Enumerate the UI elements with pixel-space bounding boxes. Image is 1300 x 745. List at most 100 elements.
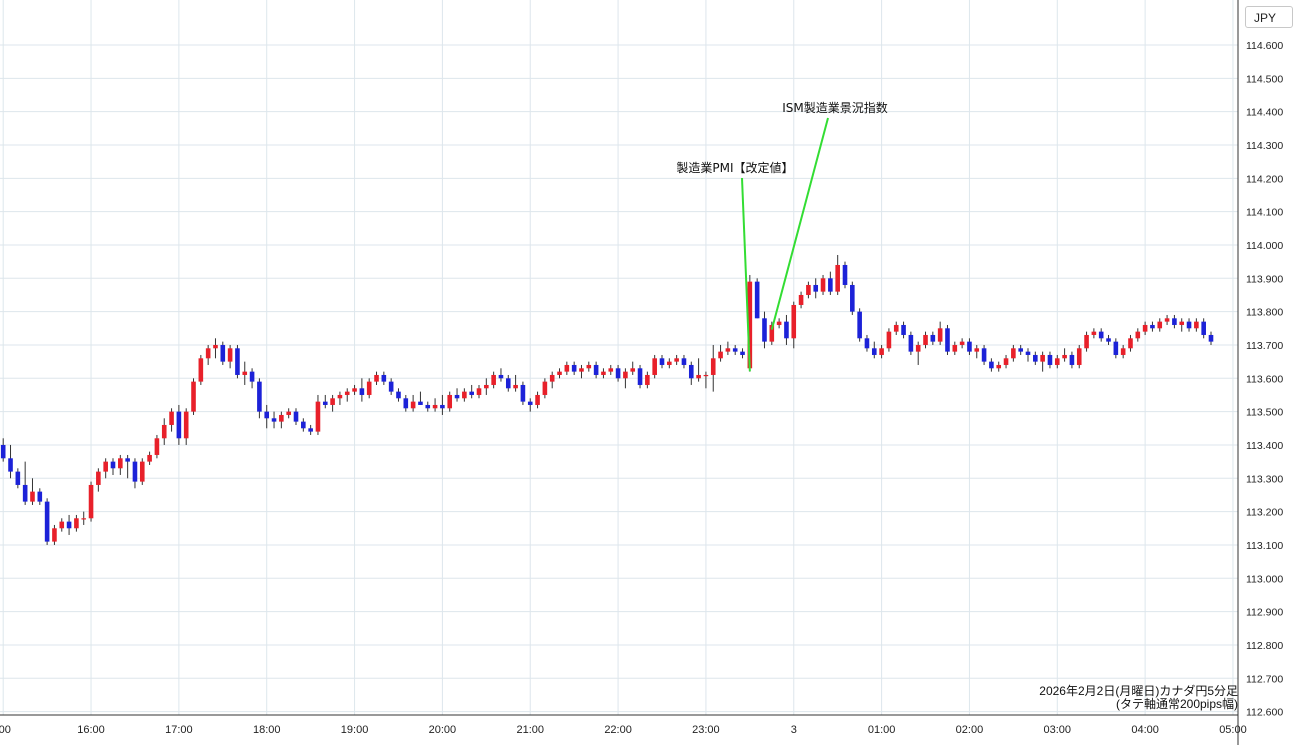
candle-body [1208, 334, 1214, 342]
candle [1047, 351, 1053, 369]
candle-body [352, 388, 357, 392]
candle [462, 388, 467, 402]
candle-body [571, 364, 577, 372]
candle-body [549, 374, 555, 382]
candles-group [0, 254, 1214, 545]
candle [1025, 348, 1031, 362]
y-tick-label: 114.300 [1246, 140, 1283, 152]
candle [315, 394, 321, 435]
y-tick-label: 114.600 [1246, 40, 1283, 52]
candle [1018, 344, 1023, 355]
candle [850, 281, 855, 315]
candle-body [696, 374, 701, 379]
y-tick-label: 113.600 [1246, 373, 1283, 385]
candle-body [1172, 318, 1177, 325]
candle [37, 488, 43, 505]
candle [381, 371, 387, 385]
candle [344, 388, 350, 402]
x-tick-label: 02:00 [956, 724, 984, 736]
candle [1194, 318, 1199, 332]
candle-body [747, 281, 753, 369]
candle [667, 358, 672, 369]
candle [967, 338, 972, 355]
candle-body [198, 358, 204, 382]
candle-body [366, 381, 372, 395]
candle-body [842, 264, 848, 285]
candle-body [732, 348, 738, 352]
candle [923, 331, 928, 349]
candle [491, 371, 496, 389]
candle-body [974, 348, 980, 352]
candle [784, 314, 789, 345]
candle [776, 318, 782, 329]
candle-body [784, 321, 789, 339]
candle [220, 341, 226, 365]
annotation-label: 製造業PMI【改定値】 [676, 160, 793, 175]
candle-body [893, 324, 899, 332]
x-tick-label: 23:00 [692, 724, 720, 736]
candle [1157, 318, 1163, 332]
candle [118, 454, 123, 475]
candle [725, 341, 731, 355]
candle-body [542, 381, 548, 395]
y-tick-label: 114.000 [1246, 240, 1283, 252]
candle-body [959, 341, 965, 345]
candle-body [1091, 331, 1097, 335]
candle-body [981, 348, 987, 362]
chart-caption-title: 2026年2月2日(月曜日)カナダ円5分足 [1039, 684, 1238, 698]
candle [549, 371, 555, 389]
candle [791, 301, 797, 349]
candle-body [235, 348, 240, 375]
candle-body [293, 411, 299, 422]
candle [586, 361, 592, 372]
candle-body [557, 371, 562, 375]
candle [352, 384, 357, 395]
candle-body [791, 304, 797, 339]
candle-body [462, 391, 467, 399]
candle [989, 358, 994, 372]
candle-body [1164, 318, 1170, 322]
candle [557, 368, 562, 379]
candle-body [1179, 321, 1185, 325]
candle [674, 354, 679, 365]
candle [396, 388, 401, 402]
candle-body [674, 358, 679, 362]
candle [886, 328, 892, 352]
y-tick-label: 112.600 [1246, 707, 1283, 719]
candle [571, 361, 577, 375]
candle-body [59, 521, 65, 529]
candle-body [923, 334, 928, 345]
candle [842, 261, 848, 289]
currency-unit-label[interactable]: JPY [1245, 6, 1293, 28]
candle-body [191, 381, 196, 412]
annotation-label: ISM製造業景況指数 [782, 100, 888, 115]
candle-body [30, 491, 35, 502]
candle-body [484, 384, 489, 389]
x-tick-label: 22:00 [604, 724, 632, 736]
candle [22, 461, 28, 505]
candle [1069, 351, 1075, 369]
candle [901, 321, 906, 339]
candle-body [227, 348, 233, 362]
y-tick-label: 112.900 [1246, 607, 1283, 619]
candle [249, 368, 255, 389]
candle [183, 408, 189, 445]
candle-body [161, 424, 167, 439]
candle-body [1069, 354, 1075, 365]
candle-body [908, 334, 914, 352]
candle-body [139, 461, 145, 482]
x-tick-label: 03:00 [1044, 724, 1072, 736]
candle-body [937, 328, 943, 342]
candle-body [996, 364, 1002, 369]
candle [59, 518, 65, 532]
candle [1033, 351, 1038, 365]
candle [879, 344, 884, 359]
candle [630, 361, 636, 375]
candle [308, 424, 313, 435]
candle [410, 394, 416, 412]
candle-body [586, 364, 592, 369]
candle [476, 384, 482, 399]
y-tick-label: 114.100 [1246, 207, 1283, 219]
candle-body [425, 404, 431, 409]
